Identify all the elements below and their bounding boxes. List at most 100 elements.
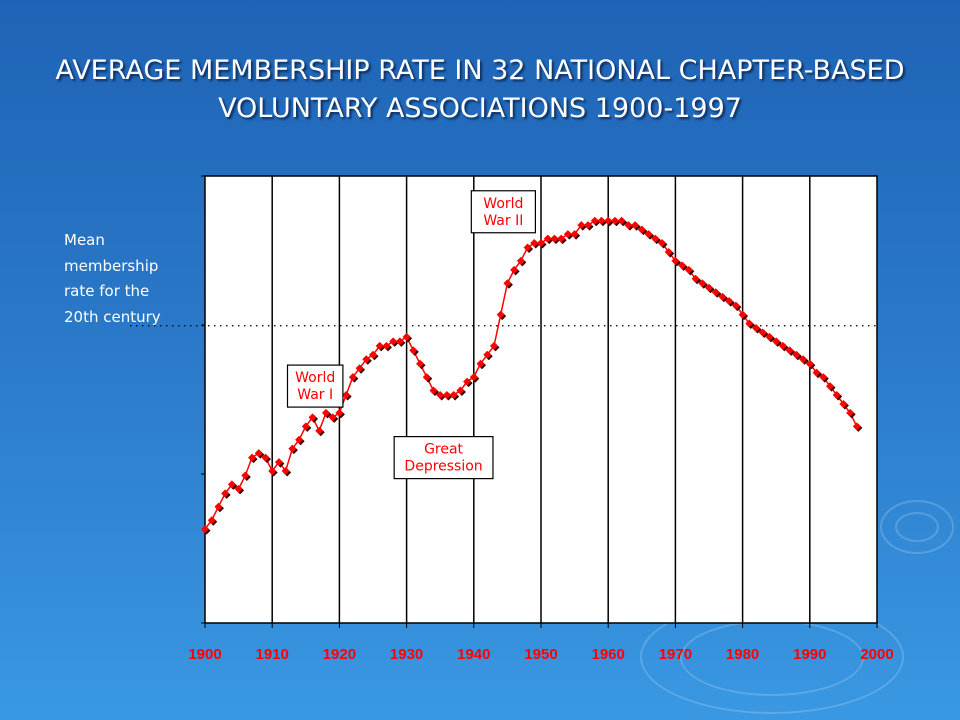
data-point	[416, 359, 425, 368]
data-point	[496, 310, 505, 319]
data-point	[422, 373, 431, 382]
ripple-decoration	[895, 512, 939, 542]
annotation-label: World	[483, 196, 523, 212]
data-point	[597, 216, 606, 225]
data-point	[288, 444, 297, 453]
data-point	[617, 216, 626, 225]
data-point	[792, 350, 801, 359]
data-point	[301, 422, 310, 431]
data-point	[590, 216, 599, 225]
data-point	[671, 256, 680, 265]
x-tick-label: 1990	[793, 646, 826, 663]
annotation-label: World	[295, 370, 335, 386]
data-point	[248, 453, 257, 462]
data-point	[738, 310, 747, 319]
data-point	[201, 525, 209, 534]
data-point	[805, 359, 814, 368]
data-point	[348, 373, 357, 382]
annotation-label: Great	[424, 442, 463, 458]
data-point	[839, 399, 848, 408]
data-point	[489, 341, 498, 350]
data-point	[758, 328, 767, 337]
data-point	[516, 256, 525, 265]
data-point	[429, 386, 438, 395]
data-point	[752, 323, 761, 332]
data-point	[819, 373, 828, 382]
data-point	[315, 426, 324, 435]
data-point	[664, 247, 673, 256]
data-point	[268, 467, 277, 476]
slide-title: AVERAGE MEMBERSHIP RATE IN 32 NATIONAL C…	[40, 52, 920, 128]
data-point	[261, 453, 270, 462]
data-point	[584, 221, 593, 230]
data-point	[846, 408, 855, 417]
data-point	[241, 471, 250, 480]
data-point	[772, 337, 781, 346]
x-tick-label: 1940	[457, 646, 490, 663]
data-point	[725, 297, 734, 306]
data-point	[234, 484, 243, 493]
data-point	[221, 489, 230, 498]
slide-title-line: VOLUNTARY ASSOCIATIONS 1900-1997	[218, 93, 742, 124]
data-point	[308, 413, 317, 422]
data-point	[624, 221, 633, 230]
data-point	[718, 292, 727, 301]
x-tick-label: 1970	[659, 646, 692, 663]
data-point	[442, 391, 451, 400]
x-tick-label: 1950	[524, 646, 557, 663]
data-point	[812, 368, 821, 377]
data-point	[745, 319, 754, 328]
data-point	[227, 480, 236, 489]
data-point	[483, 350, 492, 359]
x-tick-label: 1960	[592, 646, 625, 663]
mean-membership-label: Mean membership rate for the 20th centur…	[64, 228, 184, 330]
data-point	[799, 355, 808, 364]
data-point	[731, 301, 740, 310]
data-point	[825, 382, 834, 391]
data-point	[281, 467, 290, 476]
data-point	[691, 274, 700, 283]
data-point	[711, 288, 720, 297]
x-tick-label: 1920	[323, 646, 356, 663]
data-point	[355, 364, 364, 373]
data-point	[705, 283, 713, 292]
data-point	[651, 234, 660, 243]
data-point	[785, 346, 794, 355]
slide-title-line: AVERAGE MEMBERSHIP RATE IN 32 NATIONAL C…	[55, 55, 905, 86]
ripple-decoration	[880, 500, 954, 554]
data-point	[631, 221, 640, 230]
mean-label-line: Mean	[64, 231, 105, 249]
annotation-label: War II	[483, 213, 523, 229]
annotation-box	[286, 364, 344, 408]
x-tick-label: 2000	[860, 646, 893, 663]
data-point	[395, 337, 404, 346]
data-point	[295, 435, 304, 444]
x-tick-label: 1930	[390, 646, 423, 663]
data-point	[449, 391, 458, 400]
data-point	[610, 216, 619, 225]
mean-label-line: rate for the	[64, 282, 150, 300]
data-point	[543, 234, 552, 243]
data-point	[369, 350, 377, 359]
mean-label-line: 20th century	[64, 307, 161, 326]
data-point	[463, 377, 472, 386]
data-point	[778, 341, 787, 350]
data-point	[321, 408, 330, 417]
x-tick-label: 1980	[726, 646, 759, 663]
data-point	[503, 279, 512, 288]
data-point	[523, 243, 532, 252]
data-point	[469, 373, 478, 382]
mean-label-line: membership	[64, 256, 159, 275]
data-point	[557, 234, 566, 243]
data-point	[409, 346, 418, 355]
data-point	[577, 221, 586, 230]
data-point	[570, 230, 579, 239]
data-point	[214, 502, 223, 511]
data-point	[456, 386, 465, 395]
data-point	[657, 239, 666, 248]
data-point	[402, 332, 411, 341]
data-point	[362, 355, 371, 364]
data-point	[335, 408, 344, 417]
data-point	[382, 341, 391, 350]
data-point	[530, 239, 539, 248]
